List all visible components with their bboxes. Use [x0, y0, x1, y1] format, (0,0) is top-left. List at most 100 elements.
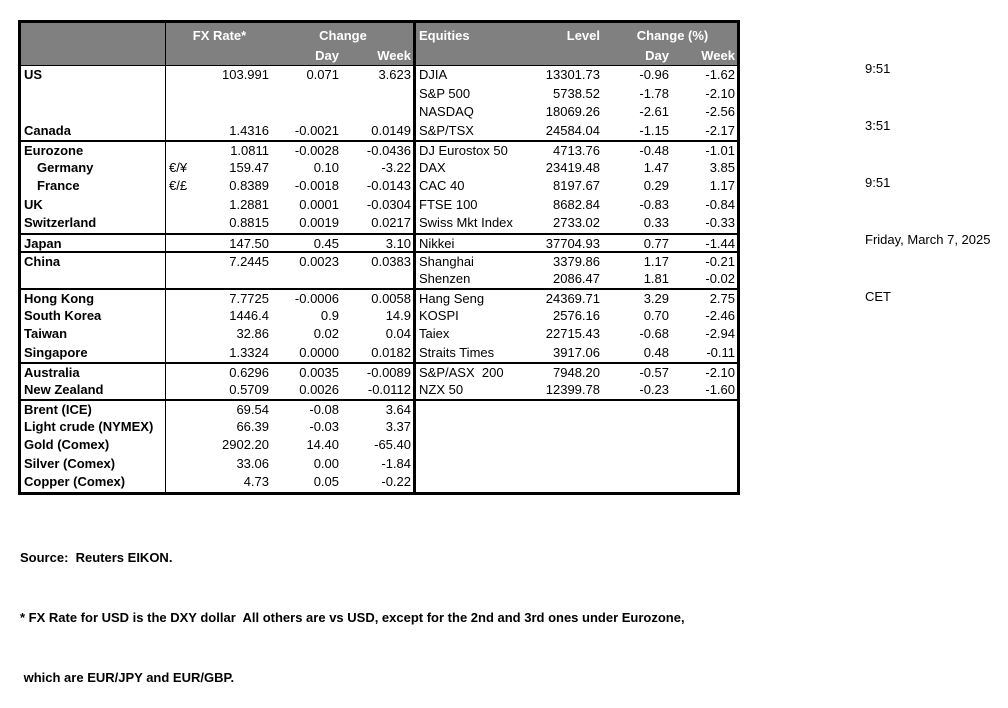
header-equities: Equities: [413, 23, 515, 47]
fx-name: Light crude (NYMEX): [21, 417, 166, 436]
equity-name: DAX: [413, 158, 515, 177]
fx-week-change: -0.0143: [366, 178, 411, 193]
equity-day-change: 0.29: [643, 178, 669, 193]
equity-name: [413, 401, 515, 418]
market-data-table: FX Rate* Change Equities Level Change (%…: [18, 20, 740, 495]
fx-week-change: 0.04: [385, 326, 411, 341]
fx-day-change: 0.45: [313, 235, 339, 251]
equity-day-change: -0.57: [639, 365, 669, 380]
fx-week-change: [343, 85, 413, 104]
equity-day-change: -0.96: [639, 67, 669, 82]
fx-day-change: 0.0000: [299, 344, 339, 360]
fx-week-change: 0.0149: [371, 122, 411, 138]
equity-day-change: 0.33: [643, 215, 669, 230]
equity-name: [413, 417, 515, 436]
fx-day-change: -0.0018: [294, 178, 339, 193]
fx-name: Taiwan: [21, 325, 166, 344]
equity-level: 12399.78: [545, 381, 600, 397]
equity-week-change: 2.75: [709, 291, 735, 306]
fx-day-change: 0.0026: [299, 381, 339, 397]
table-row: Taiwan 32.86 0.02 0.04 Taiex 22715.43 -0.68 -2.…: [21, 325, 737, 344]
fx-day-change: -0.0021: [294, 122, 339, 138]
timezone-label: CET: [865, 289, 891, 304]
fx-week-change: [343, 103, 413, 122]
fx-rate-value: 1.2881: [229, 196, 269, 212]
fx-name: Silver (Comex): [21, 454, 166, 473]
fx-week-change: 14.9: [385, 307, 411, 323]
fx-day-change: -0.08: [309, 402, 339, 417]
time-3: 9:51: [865, 175, 891, 190]
fx-day-change: [273, 85, 343, 104]
fx-day-change: 0.0001: [299, 196, 339, 212]
equity-week-change: [677, 473, 737, 492]
table-row: UK 1.2881 0.0001 -0.0304 FTSE 100 8682.84 -0.8…: [21, 195, 737, 215]
table-row: Light crude (NYMEX) 66.39 -0.03 3.37: [21, 417, 737, 436]
fx-week-change: 0.0182: [371, 344, 411, 360]
header-blank-cell: [21, 47, 166, 65]
equity-week-change: -1.01: [705, 143, 735, 158]
fx-pair: [166, 103, 200, 122]
fx-rate-value: 1.0811: [230, 143, 269, 158]
equity-week-change: -2.46: [705, 307, 735, 323]
fx-name: UK: [21, 195, 166, 214]
equity-week-change: -0.21: [705, 254, 735, 269]
fx-name: Canada: [21, 121, 166, 140]
equity-day-change: 1.81: [643, 270, 669, 286]
equity-day-change: -0.23: [639, 381, 669, 397]
fx-rate-value: 32.86: [236, 326, 269, 341]
header-change-pct: Change (%): [636, 28, 709, 43]
equity-day-change: -1.15: [639, 122, 669, 138]
fx-week-change: -0.0436: [366, 143, 411, 158]
equity-day-change: 3.29: [643, 291, 669, 306]
fx-name: [21, 269, 166, 288]
header-blank-cell: [515, 47, 608, 65]
fx-name: Germany: [21, 158, 166, 177]
fx-week-change: -0.0304: [366, 196, 411, 212]
equity-name: [413, 454, 515, 473]
fx-pair: [166, 364, 200, 381]
fx-pair: [166, 401, 200, 418]
equity-name: Swiss Mkt Index: [413, 214, 515, 233]
equity-name: Shanghai: [413, 253, 515, 270]
timestamp-block: 9:51 3:51 9:51 Friday, March 7, 2025 CET: [865, 21, 990, 325]
table-row: Australia 0.6296 0.0035 -0.0089 S&P/ASX 200 7…: [21, 362, 737, 381]
fx-week-change: -0.0112: [367, 381, 411, 397]
fx-pair: [166, 85, 200, 104]
table-header-row-1: FX Rate* Change Equities Level Change (%…: [21, 23, 737, 47]
fx-pair: [166, 325, 200, 344]
fx-pair: [166, 344, 200, 363]
time-1: 9:51: [865, 61, 891, 76]
equity-week-change: -2.56: [705, 104, 735, 119]
fx-week-change: 3.37: [385, 418, 411, 434]
table-row: China 7.2445 0.0023 0.0383 Shanghai 3379.86 1.…: [21, 251, 737, 270]
equity-level: 2086.47: [553, 270, 600, 286]
fx-rate-value: 0.5709: [229, 381, 269, 397]
fx-rate-value: [200, 103, 273, 122]
equity-day-change: 1.47: [643, 159, 669, 175]
header-fx-rate: FX Rate*: [192, 28, 247, 43]
equity-level: 5738.52: [553, 85, 600, 101]
fx-pair: [166, 473, 200, 492]
table-row: S&P 500 5738.52 -1.78 -2.10: [21, 84, 737, 104]
equity-day-change: -0.68: [639, 326, 669, 341]
fx-rate-value: [200, 85, 273, 104]
fx-day-change: 0.0035: [299, 365, 339, 380]
equity-name: Straits Times: [413, 343, 515, 362]
fx-pair: [166, 235, 200, 252]
equity-level: 8197.67: [553, 178, 600, 193]
equity-week-change: [677, 401, 737, 418]
equity-level: 3379.86: [553, 254, 600, 269]
fx-name: Brent (ICE): [21, 401, 166, 418]
equity-week-change: 3.85: [709, 159, 735, 175]
equity-name: S&P/ASX 200: [413, 364, 515, 381]
equity-name: Taiex: [413, 325, 515, 344]
equity-name: KOSPI: [413, 306, 515, 325]
fx-week-change: 3.623: [378, 67, 411, 82]
fx-rate-value: 4.73: [243, 474, 269, 489]
equity-level: 2576.16: [553, 307, 600, 323]
fx-rate-value: 0.6296: [229, 365, 269, 380]
fx-pair: [166, 196, 200, 215]
fx-day-change: 0.00: [313, 455, 339, 471]
source-note: Source: Reuters EIKON.: [20, 550, 173, 565]
fx-footnote-line-1: * FX Rate for USD is the DXY dollar All …: [20, 610, 685, 625]
